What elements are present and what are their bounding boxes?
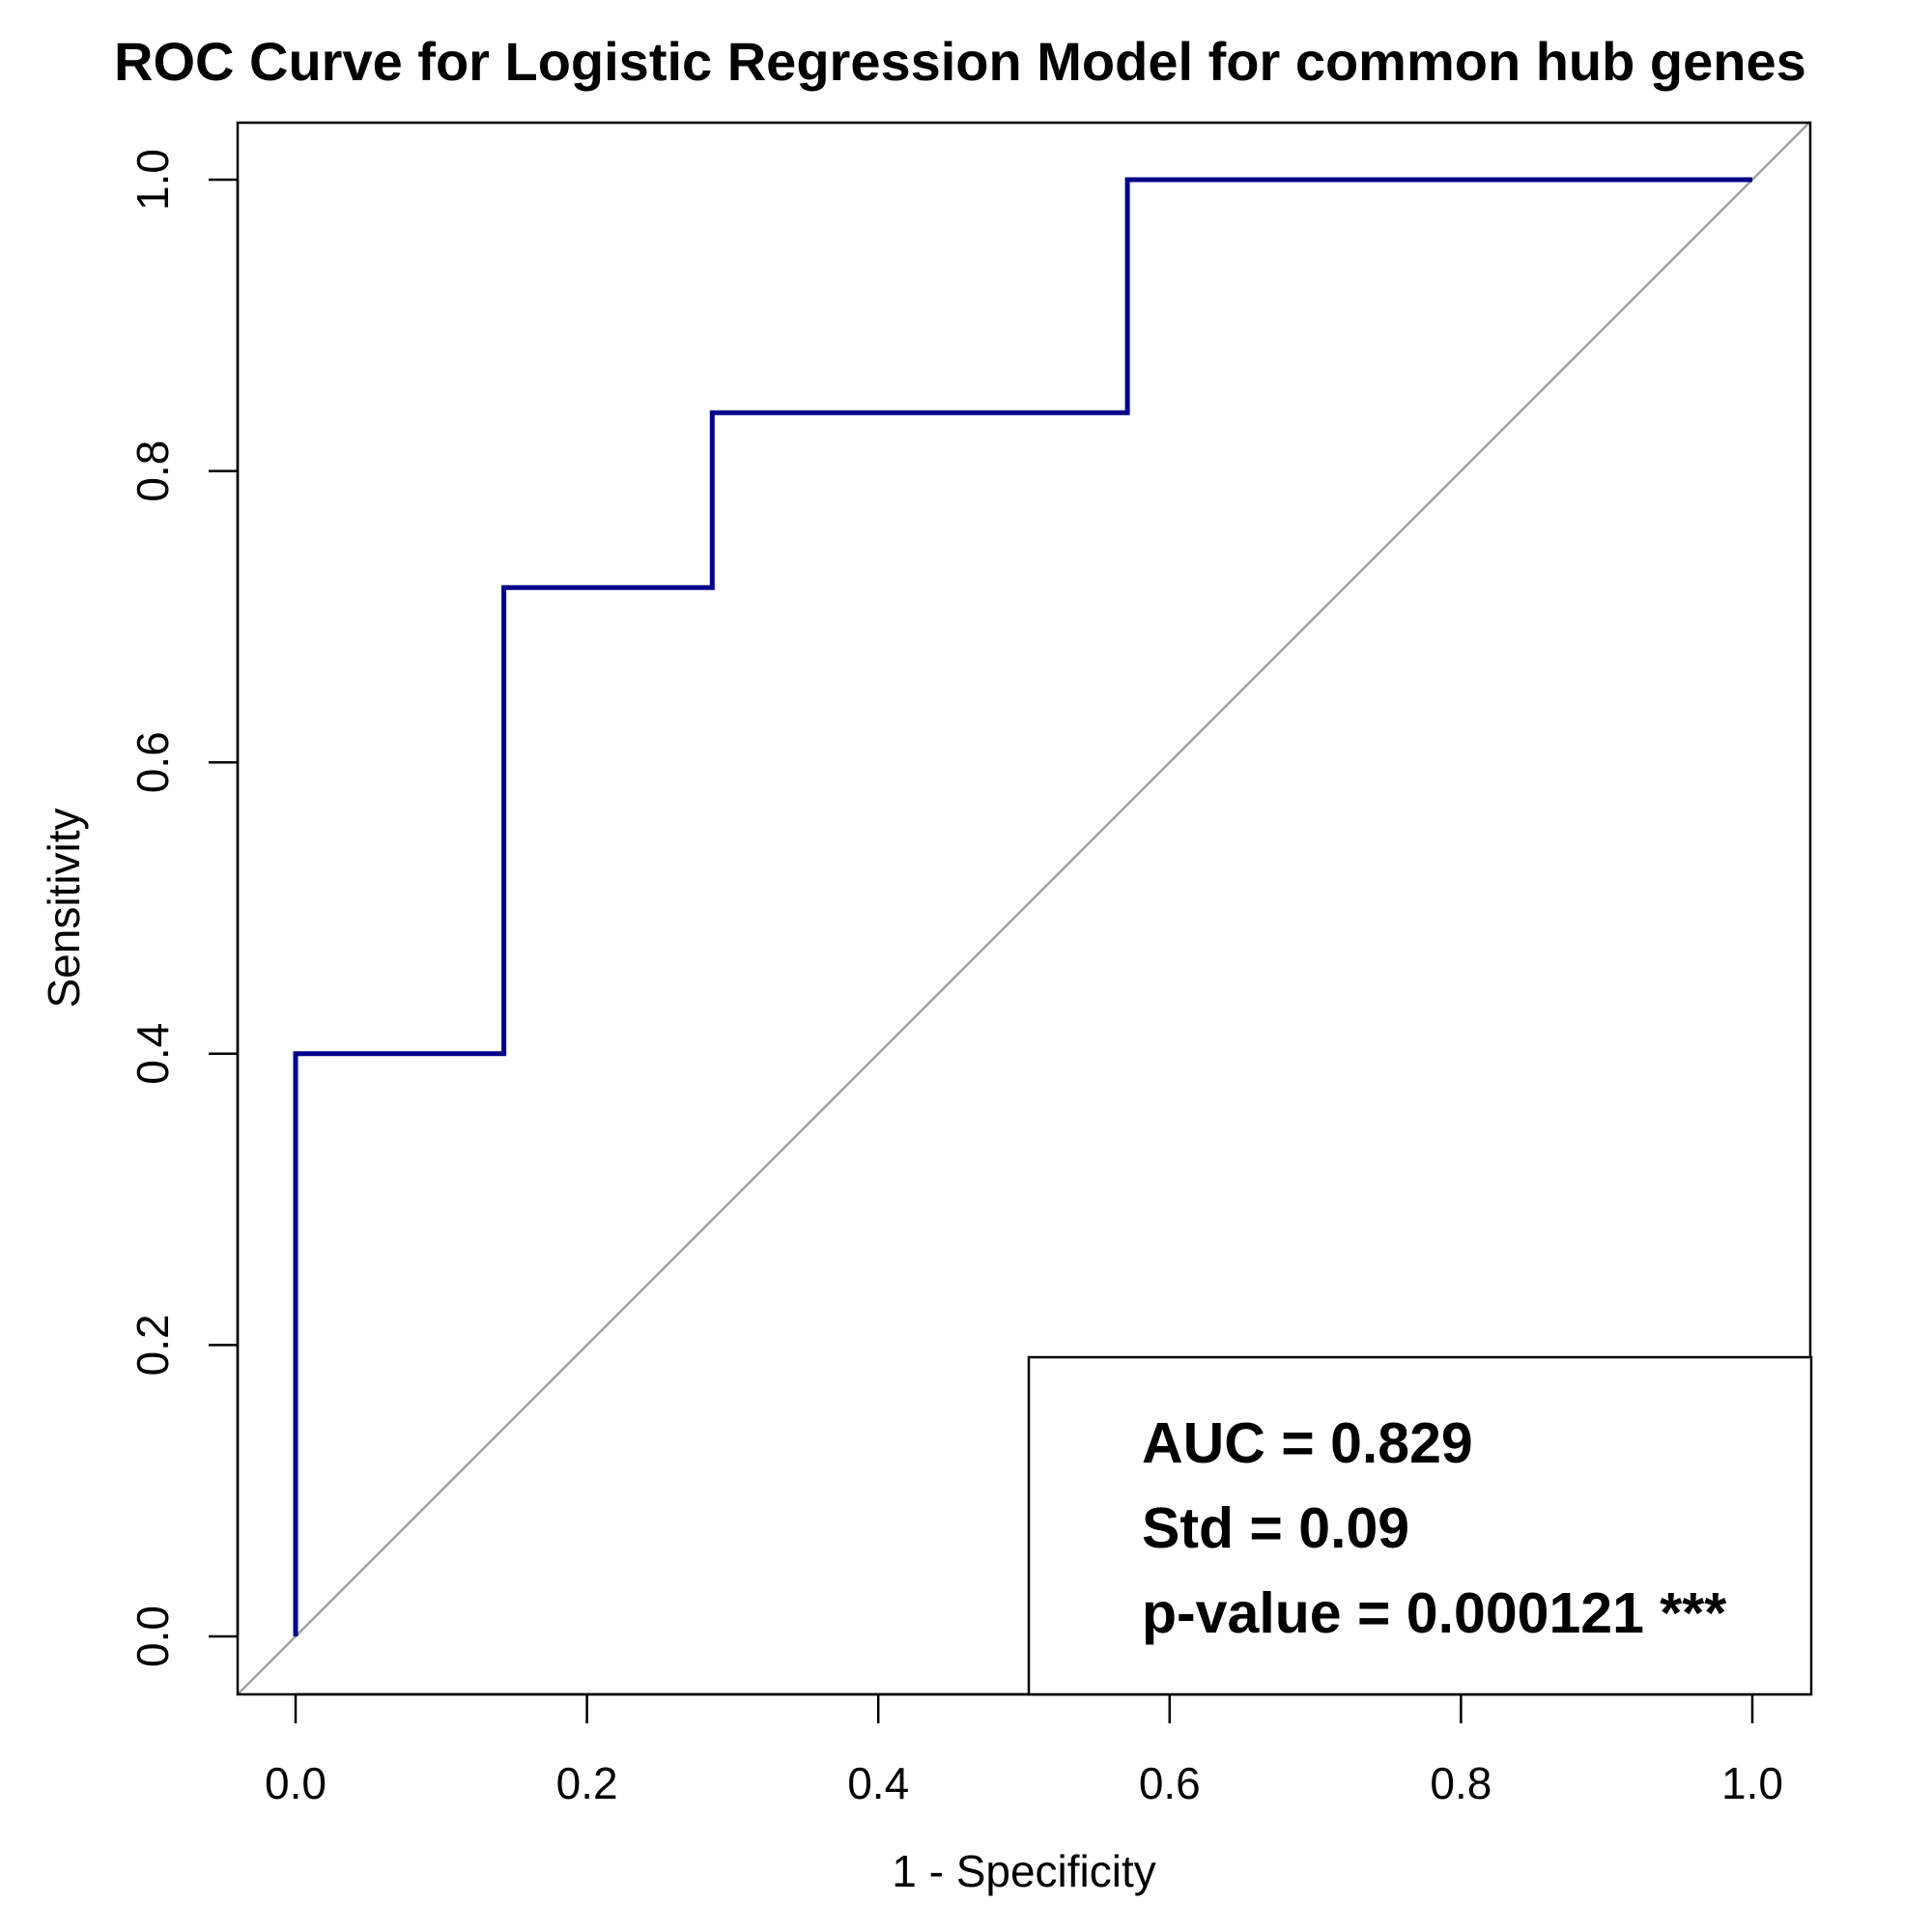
y-tick-label: 0.8 (128, 440, 178, 502)
y-tick-label: 0.2 (128, 1314, 178, 1376)
x-tick-label: 0.8 (1430, 1758, 1492, 1808)
x-tick-label: 1.0 (1721, 1758, 1783, 1808)
legend-box: AUC = 0.829 Std = 0.09 p-value = 0.00012… (1027, 1355, 1813, 1696)
x-axis: 0.0 0.2 0.4 0.6 0.8 1.0 (265, 1692, 1783, 1808)
reference-diagonal (237, 121, 1811, 1695)
legend-pvalue: p-value = 0.000121 *** (1142, 1581, 1726, 1645)
y-tick-label: 0.0 (128, 1605, 178, 1667)
y-tick-label: 0.4 (128, 1023, 178, 1085)
legend-frame (1027, 1355, 1813, 1696)
x-tick-label: 0.0 (265, 1758, 327, 1808)
y-tick-label: 1.0 (128, 149, 178, 211)
y-axis: 0.0 0.2 0.4 0.6 0.8 1.0 (128, 149, 240, 1667)
legend-auc: AUC = 0.829 (1142, 1411, 1473, 1475)
x-axis-label: 1 - Specificity (892, 1846, 1156, 1896)
chart-title: ROC Curve for Logistic Regression Model … (114, 31, 1806, 92)
x-tick-label: 0.2 (556, 1758, 618, 1808)
x-tick-label: 0.4 (847, 1758, 909, 1808)
legend-std: Std = 0.09 (1142, 1496, 1409, 1560)
x-tick-label: 0.6 (1139, 1758, 1201, 1808)
y-axis-label: Sensitivity (39, 808, 89, 1008)
roc-curve-line (293, 177, 1752, 1636)
y-tick-label: 0.6 (128, 731, 178, 793)
